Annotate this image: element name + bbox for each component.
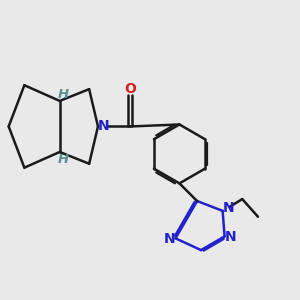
Text: N: N (98, 119, 110, 134)
Text: N: N (225, 230, 236, 244)
Text: N: N (223, 201, 234, 215)
Text: O: O (124, 82, 136, 96)
Text: H: H (58, 88, 69, 100)
Text: N: N (164, 232, 176, 246)
Text: H: H (58, 153, 69, 166)
